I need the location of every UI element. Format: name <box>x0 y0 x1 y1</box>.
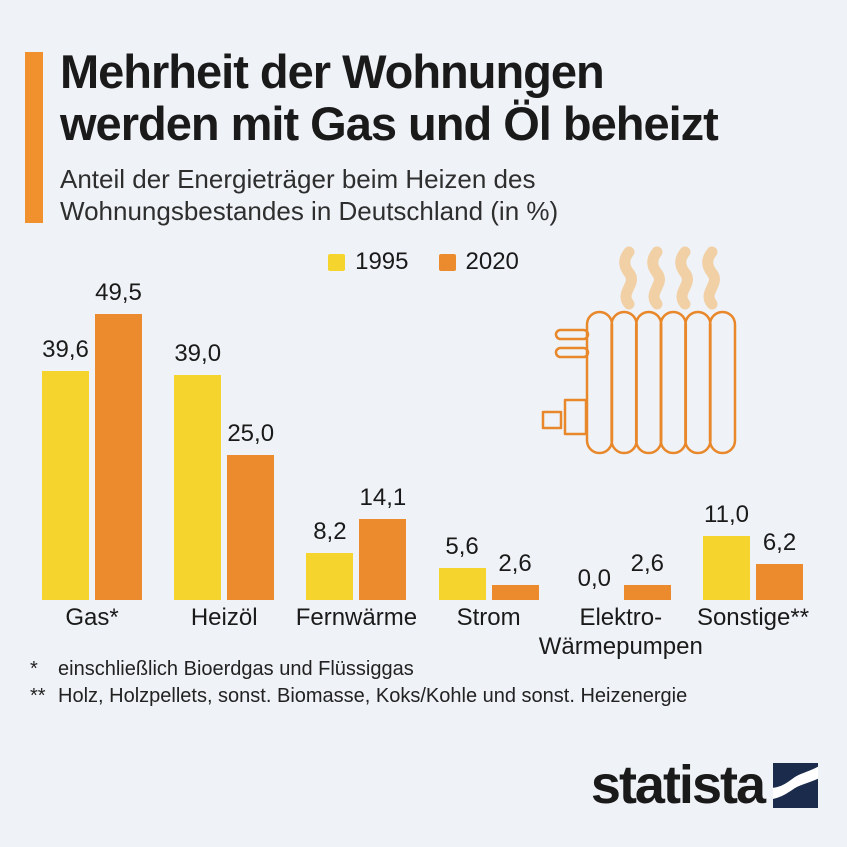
statista-logo-text: statista <box>590 755 766 815</box>
bar-2020-5 <box>756 564 803 600</box>
footnote-2-marker: ** <box>30 685 46 707</box>
legend-swatch-1995 <box>328 253 346 271</box>
statista-logo-mark-icon <box>773 763 818 808</box>
bar-2020-2 <box>359 519 407 600</box>
chart-legend: 1995 2020 <box>0 248 847 276</box>
category-label-0: Gas* <box>65 604 119 631</box>
bar-2020-1 <box>227 455 275 600</box>
value-label-1995-5: 11,0 <box>704 501 749 528</box>
category-label-1: Heizöl <box>190 604 258 631</box>
value-label-2020-5: 6,2 <box>762 529 797 556</box>
radiator-body <box>541 310 737 455</box>
bar-1995-1 <box>174 375 222 600</box>
footnotes: * einschließlich Bioerdgas und Flüssigga… <box>30 656 687 710</box>
bar-2020-4 <box>623 585 671 600</box>
value-label-1995-2: 8,2 <box>313 518 347 545</box>
legend-label-1995: 1995 <box>355 248 409 275</box>
radiator-icon <box>541 246 737 455</box>
footnote-1-marker: * <box>30 658 38 680</box>
value-label-2020-3: 2,6 <box>498 550 532 577</box>
bar-1995-0 <box>42 371 89 600</box>
bar-1995-3 <box>438 568 486 600</box>
value-label-2020-0: 49,5 <box>95 279 142 306</box>
legend-swatch-2020 <box>438 253 456 271</box>
title-line-2: werden mit Gas und Öl beheizt <box>60 97 719 150</box>
bar-1995-5 <box>703 536 750 600</box>
value-label-1995-0: 39,6 <box>42 336 89 363</box>
value-label-1995-1: 39,0 <box>174 340 222 367</box>
value-label-2020-2: 14,1 <box>359 484 407 511</box>
statista-logo: statista <box>590 755 818 815</box>
bar-2020-3 <box>491 585 539 600</box>
title-accent-bar <box>25 52 43 223</box>
legend-item-2020: 2020 <box>438 248 519 276</box>
footnote-1: * einschließlich Bioerdgas und Flüssigga… <box>30 656 687 683</box>
value-label-1995-4: 0,0 <box>577 565 611 592</box>
value-label-2020-4: 2,6 <box>630 550 664 577</box>
category-label-5: Sonstige** <box>696 604 810 631</box>
category-label-2: Fernwärme <box>295 604 418 631</box>
category-label-3: Strom <box>456 604 521 631</box>
bar-2020-0 <box>95 314 142 600</box>
page-title: Mehrheit der Wohnungen werden mit Gas un… <box>60 45 719 150</box>
heat-wave-icons <box>619 246 720 310</box>
page-subtitle: Anteil der Energieträger beim Heizen des… <box>60 164 559 226</box>
legend-label-2020: 2020 <box>465 248 519 275</box>
value-label-2020-1: 25,0 <box>227 420 275 447</box>
footnote-2: ** Holz, Holzpellets, sonst. Biomasse, K… <box>30 683 687 710</box>
footnote-1-text: einschließlich Bioerdgas und Flüssiggas <box>58 658 414 680</box>
legend-item-1995: 1995 <box>328 248 409 276</box>
category-label-4: Elektro- Wärmepumpen <box>538 604 703 660</box>
value-label-1995-3: 5,6 <box>445 533 479 560</box>
footnote-2-text: Holz, Holzpellets, sonst. Biomasse, Koks… <box>58 685 688 707</box>
bar-1995-2 <box>306 553 354 600</box>
title-line-1: Mehrheit der Wohnungen <box>60 45 605 98</box>
